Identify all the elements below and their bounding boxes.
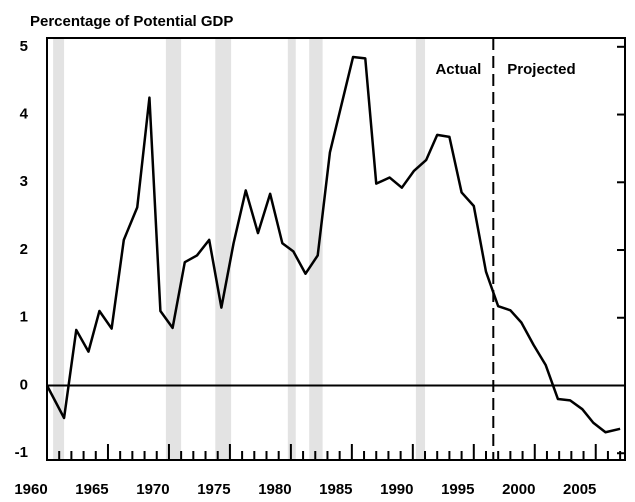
x-tick-label: 2005 [563,481,596,498]
y-tick-label: 1 [20,309,28,326]
x-tick-label: 1975 [197,481,230,498]
y-tick-label: 0 [20,376,28,393]
x-tick-label: 1995 [441,481,474,498]
y-tick-label: -1 [15,444,28,461]
x-tick-label: 1980 [258,481,291,498]
x-tick-label: 1985 [319,481,352,498]
y-tick-label: 4 [20,106,29,123]
recession-band [53,38,65,460]
recession-band [309,38,323,460]
y-tick-label: 3 [20,173,28,190]
y-tick-label: 5 [20,38,28,55]
x-tick-label: 1970 [136,481,169,498]
recession-band [415,38,426,460]
recession-band [215,38,232,460]
x-tick-label: 1965 [75,481,108,498]
x-tick-label: 2000 [502,481,535,498]
annotation: Projected [507,61,575,78]
data-line [45,55,621,434]
recession-band [165,38,182,460]
x-tick-label: 1990 [380,481,413,498]
chart-title: Percentage of Potential GDP [30,13,233,30]
y-tick-label: 2 [20,241,28,258]
plot-frame [46,37,626,461]
x-tick-label: 1960 [14,481,47,498]
annotation: Actual [435,61,481,78]
